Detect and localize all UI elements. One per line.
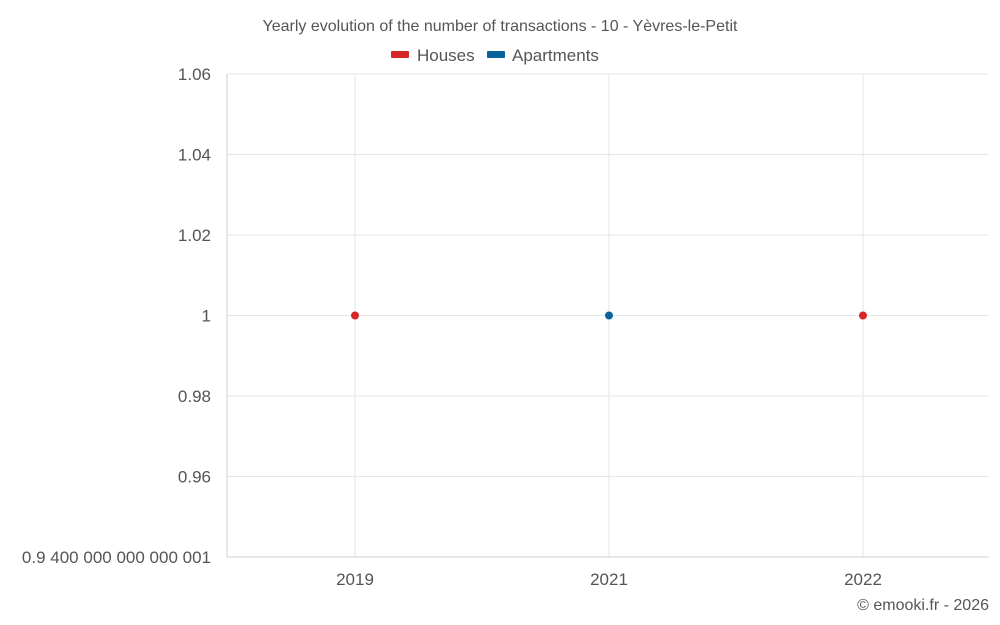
x-axis-ticks: 2019 2021 2022 bbox=[336, 570, 882, 589]
x-tick-label: 2022 bbox=[844, 570, 882, 589]
y-tick-label: 0.9 400 000 000 000 001 bbox=[22, 548, 211, 567]
point-houses-2022[interactable] bbox=[859, 311, 867, 320]
y-tick-label: 0.96 bbox=[178, 468, 211, 487]
chart-axes bbox=[226, 74, 989, 558]
chart-title: Yearly evolution of the number of transa… bbox=[263, 18, 738, 35]
y-tick-label: 1.06 bbox=[178, 65, 211, 84]
y-tick-label: 1.02 bbox=[178, 226, 211, 245]
x-tick-label: 2019 bbox=[336, 570, 374, 589]
legend-label-apartments[interactable]: Apartments bbox=[512, 46, 599, 65]
x-tick-label: 2021 bbox=[590, 570, 628, 589]
chart-credit: © emooki.fr - 2026 bbox=[857, 597, 989, 614]
y-tick-label: 0.98 bbox=[178, 387, 211, 406]
y-tick-label: 1.04 bbox=[178, 146, 211, 165]
data-points bbox=[351, 311, 867, 320]
legend-label-houses[interactable]: Houses bbox=[417, 46, 475, 65]
chart-legend: Houses Apartments bbox=[391, 46, 599, 65]
y-tick-label: 1 bbox=[202, 307, 211, 326]
legend-swatch-apartments bbox=[487, 51, 505, 58]
point-apartments-2021[interactable] bbox=[605, 311, 613, 320]
legend-swatch-houses bbox=[391, 51, 409, 58]
y-axis-ticks: 0.9 400 000 000 000 001 0.96 0.98 1 1.02 1.04… bbox=[22, 65, 211, 567]
point-houses-2019[interactable] bbox=[351, 311, 359, 320]
